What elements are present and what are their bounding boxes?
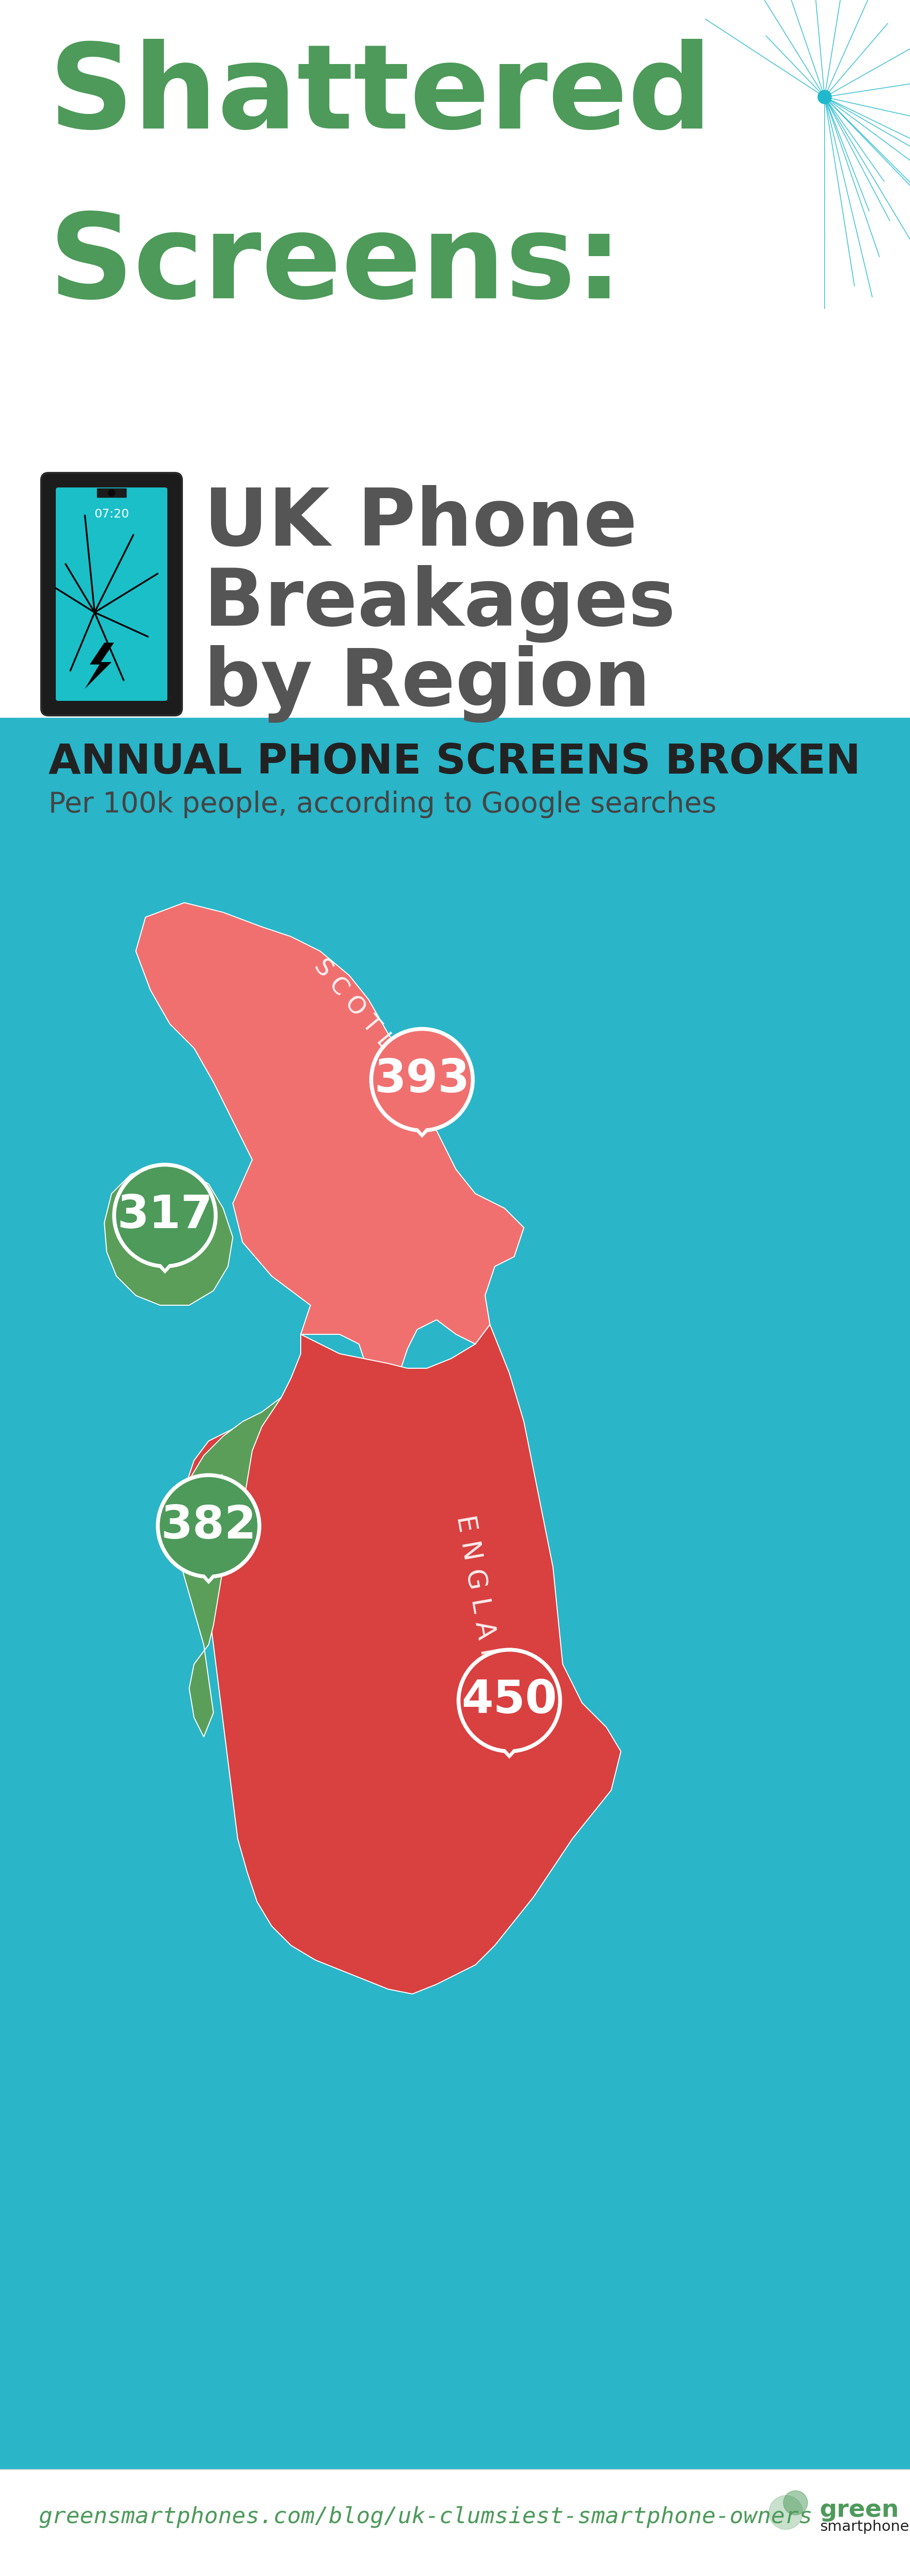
Text: ANNUAL PHONE SCREENS BROKEN: ANNUAL PHONE SCREENS BROKEN [48,742,861,783]
Text: NORTHERN
IRELAND: NORTHERN IRELAND [130,1213,205,1242]
Circle shape [157,1473,261,1579]
Text: Per 100k people, according to Google searches: Per 100k people, according to Google sea… [48,791,716,819]
Text: smartphones: smartphones [820,2519,910,2535]
Text: Shattered: Shattered [48,39,713,152]
Text: greensmartphones.com/blog/uk-clumsiest-smartphone-owners: greensmartphones.com/blog/uk-clumsiest-s… [39,2506,813,2527]
Circle shape [373,1030,470,1128]
Polygon shape [177,1551,240,1584]
Text: 07:20: 07:20 [94,507,129,520]
Bar [0,0,910,719]
Polygon shape [182,1548,236,1579]
Text: 450: 450 [461,1677,557,1723]
Text: Breakages: Breakages [204,564,675,641]
Polygon shape [85,641,114,688]
Circle shape [160,1479,258,1574]
Polygon shape [482,1723,536,1754]
Text: 317: 317 [117,1193,213,1239]
Circle shape [460,1651,558,1749]
FancyBboxPatch shape [41,474,182,716]
Circle shape [113,1164,217,1267]
Polygon shape [478,1726,541,1759]
Bar [97,489,126,497]
Polygon shape [105,1164,233,1306]
Text: by Region: by Region [204,644,651,724]
Circle shape [369,1028,474,1131]
Polygon shape [134,1239,197,1273]
Circle shape [784,2491,808,2514]
Text: W A L E S: W A L E S [204,1473,238,1564]
Text: Screens:: Screens: [48,209,622,322]
Circle shape [457,1649,561,1752]
Polygon shape [185,1324,621,1994]
Circle shape [116,1167,214,1265]
Text: E N G L A N D: E N G L A N D [451,1512,509,1698]
Polygon shape [138,1236,192,1270]
Circle shape [108,489,115,497]
Text: S C O T L A N D: S C O T L A N D [309,956,448,1113]
Bar [0,719,910,2470]
Polygon shape [390,1105,453,1139]
Text: 393: 393 [374,1056,470,1103]
Circle shape [818,90,832,103]
Text: UK Phone: UK Phone [204,484,637,562]
FancyBboxPatch shape [56,487,167,701]
Circle shape [769,2496,803,2530]
Polygon shape [175,1396,281,1736]
Polygon shape [395,1103,449,1133]
Bar [0,2470,910,2576]
Polygon shape [136,902,524,1401]
Text: green: green [820,2499,899,2522]
Text: 382: 382 [161,1504,257,1548]
